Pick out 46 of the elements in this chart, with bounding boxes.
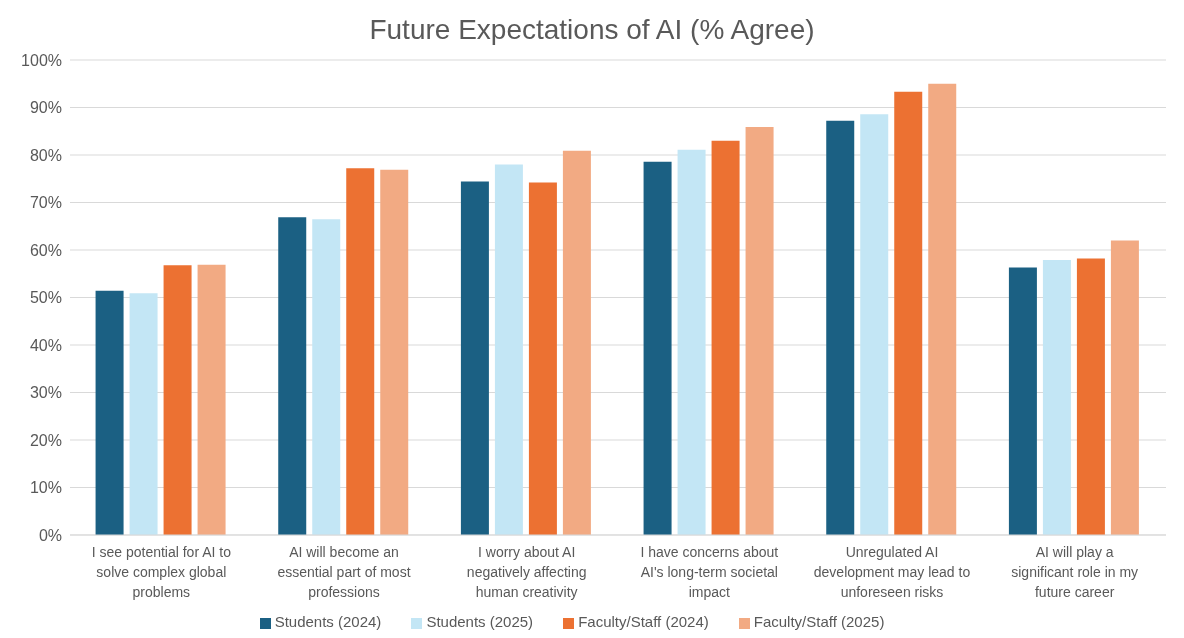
bar (826, 120, 855, 535)
bar (278, 217, 307, 535)
bar (494, 164, 523, 535)
bar (1008, 267, 1037, 535)
chart-title: Future Expectations of AI (% Agree) (368, 13, 816, 47)
bar (711, 140, 740, 535)
y-tick-label: 70% (29, 194, 62, 212)
x-tick-label: I see potential for AI to solve complex global problems (91, 544, 232, 600)
y-tick-label: 90% (29, 99, 62, 117)
y-tick-label: 0% (38, 526, 62, 544)
legend-label: Students (2025) (426, 613, 534, 630)
bar (745, 126, 774, 535)
bar (894, 91, 923, 535)
bar (643, 161, 672, 535)
y-tick-label: 80% (29, 146, 62, 164)
bar (312, 219, 341, 535)
y-tick-label: 100% (21, 51, 62, 69)
bar (346, 168, 375, 535)
y-tick-label: 20% (29, 431, 62, 449)
x-tick-label: Unregulated AI development may lead to unforeseen risks (813, 544, 971, 600)
bar (163, 265, 192, 535)
bar (1076, 258, 1105, 535)
bar (562, 150, 591, 535)
bar (1042, 259, 1071, 535)
y-tick-label: 10% (29, 479, 62, 497)
x-tick-label: AI will become an essential part of most professions (277, 544, 411, 600)
bar (95, 290, 124, 535)
x-tick-label: I have concerns about AI's long-term societal impact (640, 544, 779, 600)
legend-label: Faculty/Staff (2025) (753, 613, 885, 630)
legend-label: Students (2024) (274, 613, 382, 630)
bar (677, 149, 706, 535)
bar (860, 114, 889, 535)
x-tick-label: I worry about AI negatively affecting human creativity (466, 544, 587, 600)
bar (129, 293, 158, 535)
y-tick-label: 30% (29, 384, 62, 402)
bar (197, 264, 226, 535)
y-tick-label: 40% (29, 336, 62, 354)
y-tick-label: 50% (29, 289, 62, 307)
x-tick-label: AI will play a significant role in my future career (1011, 544, 1139, 600)
bar (528, 182, 557, 535)
bar (380, 169, 409, 535)
bar (928, 83, 957, 535)
legend-label: Faculty/Staff (2024) (578, 613, 709, 630)
y-tick-label: 60% (29, 241, 62, 259)
bar (460, 181, 489, 535)
bar (1110, 240, 1139, 535)
